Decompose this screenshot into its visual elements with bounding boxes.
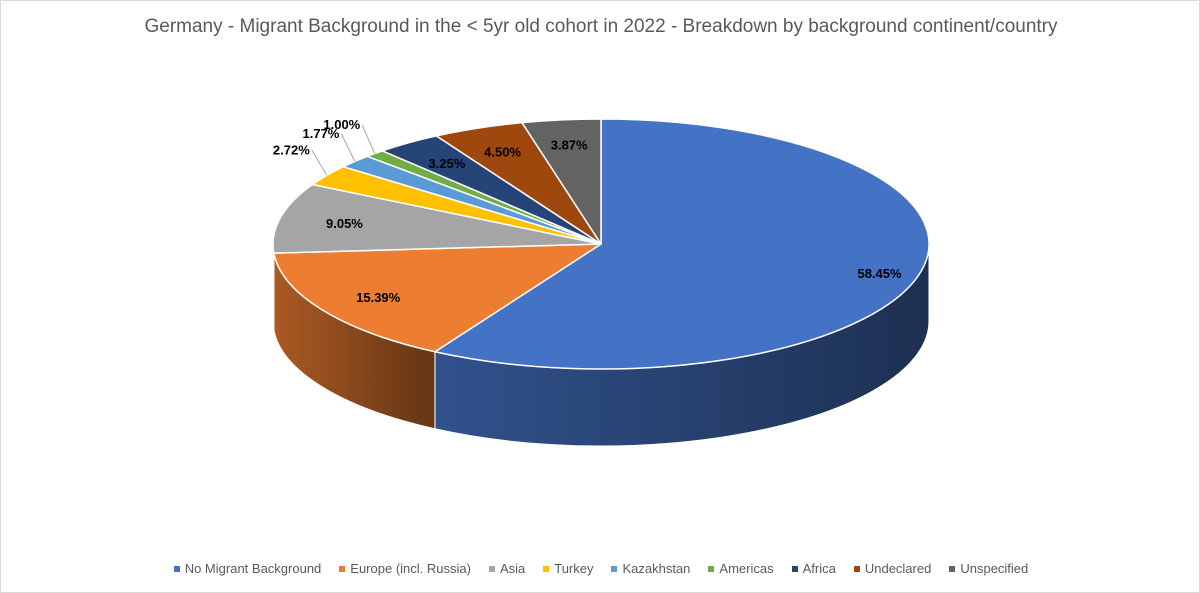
legend-label: Turkey bbox=[554, 561, 594, 576]
data-label-africa: 3.25% bbox=[428, 156, 465, 171]
pie-slice-asia bbox=[272, 183, 602, 254]
legend-item-europe-incl-russia: Europe (incl. Russia) bbox=[339, 561, 471, 576]
legend-item-kazakhstan: Kazakhstan bbox=[611, 561, 690, 576]
data-label-unspecified: 3.87% bbox=[551, 138, 588, 153]
legend-item-undeclared: Undeclared bbox=[853, 561, 932, 576]
legend-swatch bbox=[611, 565, 618, 572]
legend-item-no-migrant-background: No Migrant Background bbox=[173, 561, 322, 576]
legend-swatch bbox=[543, 565, 550, 572]
legend-label: Europe (incl. Russia) bbox=[350, 561, 471, 576]
legend-label: Kazakhstan bbox=[622, 561, 691, 576]
legend-swatch bbox=[949, 565, 956, 572]
legend-swatch bbox=[488, 565, 495, 572]
legend-label: Africa bbox=[802, 561, 836, 576]
legend-item-africa: Africa bbox=[791, 561, 836, 576]
pie-slice-europe-incl-russia bbox=[273, 243, 602, 353]
leader-line-turkey bbox=[311, 150, 328, 176]
pie-side-asia bbox=[272, 243, 275, 331]
leader-line-americas bbox=[361, 124, 376, 154]
data-label-turkey: 2.72% bbox=[273, 142, 310, 157]
data-label-kazakhstan: 1.77% bbox=[303, 126, 340, 141]
legend-swatch bbox=[339, 565, 346, 572]
legend-swatch bbox=[708, 565, 715, 572]
chart-title: Germany - Migrant Background in the < 5y… bbox=[144, 16, 1058, 37]
pie-slice-no-migrant-background bbox=[434, 118, 930, 370]
data-label-no-migrant-background: 58.45% bbox=[857, 266, 902, 281]
legend-item-asia: Asia bbox=[488, 561, 526, 576]
data-label-americas: 1.00% bbox=[323, 117, 360, 132]
data-label-asia: 9.05% bbox=[326, 216, 363, 231]
legend-label: Undeclared bbox=[864, 561, 932, 576]
legend-label: No Migrant Background bbox=[184, 561, 322, 576]
pie-chart: 58.45% 15.39% 9.05% 2.72%1.77%1.00% 3.25% 4.5… bbox=[272, 117, 930, 447]
legend-label: Americas bbox=[719, 561, 774, 576]
legend-item-americas: Americas bbox=[708, 561, 774, 576]
legend-swatch bbox=[853, 565, 860, 572]
legend-label: Unspecified bbox=[960, 561, 1029, 576]
data-label-undeclared: 4.50% bbox=[484, 144, 521, 159]
legend-item-turkey: Turkey bbox=[543, 561, 593, 576]
legend-label: Asia bbox=[499, 561, 526, 576]
legend-swatch bbox=[173, 565, 180, 572]
data-label-europe-incl-russia: 15.39% bbox=[356, 290, 401, 305]
legend-item-unspecified: Unspecified bbox=[949, 561, 1028, 576]
legend: No Migrant Background Europe (incl. Russi… bbox=[1, 561, 1200, 576]
leader-line-kazakhstan bbox=[340, 133, 356, 162]
legend-swatch bbox=[791, 565, 798, 572]
pie-slice-unspecified bbox=[521, 118, 602, 245]
